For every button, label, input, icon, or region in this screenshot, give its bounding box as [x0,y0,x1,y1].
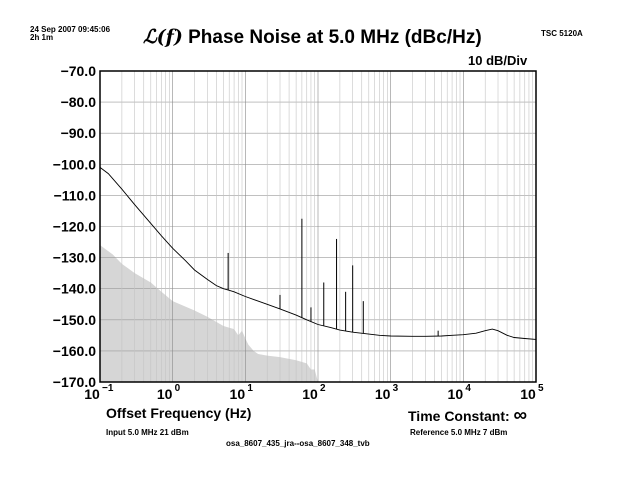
title-text: Phase Noise at 5.0 MHz (dBc/Hz) [188,27,482,48]
phase-noise-trace [99,167,537,340]
y-tick-label: −120.0 [53,219,96,235]
title-symbol: ℒ(f) [143,26,183,48]
y-tick-label: −90.0 [61,125,97,141]
x-tick-exponent: 5 [538,383,544,394]
x-tick-exponent: 3 [393,383,399,394]
timestamp: 24 Sep 2007 09:45:06 [30,25,111,34]
x-tick-label: 10 [448,386,464,402]
y-tick-label: −80.0 [61,94,97,110]
page-title: ℒ(f) Phase Noise at 5.0 MHz (dBc/Hz) [143,26,482,49]
x-tick-exponent: 2 [320,383,326,394]
y-tick-labels: −70.0 −80.0 −90.0 −100.0 −110.0 −120.0 −130.0 −… [53,63,96,390]
y-tick-label: −70.0 [61,63,97,79]
y-tick-label: −110.0 [54,187,97,203]
time-constant: Time Constant: ∞ [408,405,527,427]
reference-info: Reference 5.0 MHz 7 dBm [410,428,508,437]
y-tick-label: −130.0 [53,250,96,266]
x-tick-label: 10 [375,386,391,402]
trace-layer [99,167,537,340]
time-constant-value: ∞ [513,405,528,426]
vertical-scale: 10 dB/Div [468,53,528,68]
y-tick-label: −150.0 [53,312,96,328]
measurement-duration: 2h 1m [30,33,54,42]
x-tick-label: 10 [520,386,536,402]
y-tick-label: −160.0 [53,343,96,359]
x-tick-labels: 10 −1 10 0 10 1 10 2 10 3 10 4 10 5 [84,383,544,402]
plot-frame [99,70,537,383]
file-label: osa_8607_435_jra--osa_8607_348_tvb [226,439,370,448]
x-tick-exponent: 1 [247,383,253,394]
noise-floor-layer [100,245,318,382]
x-tick-label: 10 [302,386,318,402]
x-tick-label: 10 [84,386,100,402]
input-info: Input 5.0 MHz 21 dBm [106,428,189,437]
instrument-label: TSC 5120A [541,29,583,38]
x-tick-label: 10 [157,386,173,402]
y-tick-label: −140.0 [53,281,96,297]
time-constant-label: Time Constant: [408,408,510,424]
x-tick-label: 10 [230,386,246,402]
noise-floor-area [100,245,318,382]
x-tick-exponent: −1 [102,383,114,394]
x-tick-exponent: 4 [465,383,471,394]
x-tick-exponent: 0 [175,383,181,394]
y-tick-label: −170.0 [53,374,96,390]
y-tick-label: −100.0 [53,156,96,172]
x-axis-label: Offset Frequency (Hz) [106,405,252,421]
grid-layer [99,70,537,383]
